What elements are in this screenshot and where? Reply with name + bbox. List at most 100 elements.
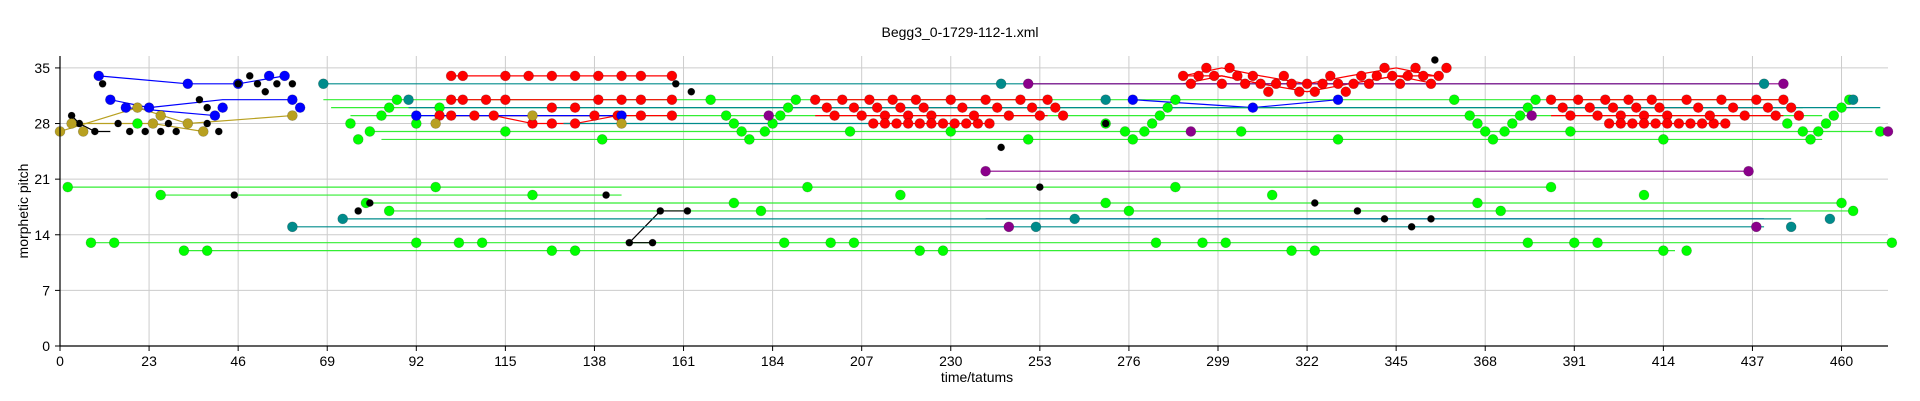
series-teal-point	[1847, 94, 1859, 105]
series-red-point	[1751, 94, 1762, 105]
series-red-point	[1402, 70, 1414, 82]
series-red-point	[1057, 110, 1069, 121]
y-tick-label: 35	[34, 60, 50, 76]
series-red-point	[1216, 78, 1228, 90]
series-red-point	[1208, 70, 1220, 82]
series-green-point	[1514, 110, 1526, 121]
series-green-point	[1638, 189, 1650, 201]
series-red-point	[891, 118, 902, 129]
series-red-point	[945, 94, 957, 105]
series-red-point	[1177, 70, 1189, 82]
series-green-point	[1507, 118, 1518, 129]
series-red-point	[1739, 110, 1751, 121]
series-black-point	[172, 127, 181, 136]
series-green-point	[1162, 102, 1173, 113]
series-red-point	[1332, 78, 1344, 90]
series-blue-point	[182, 78, 194, 90]
series-red-point	[1278, 70, 1290, 82]
series-green-point	[825, 237, 837, 249]
series-green-point	[1545, 181, 1557, 193]
series-green-point	[476, 237, 488, 249]
series-olive-point	[527, 110, 538, 121]
series-red-point	[500, 70, 511, 82]
series-points	[54, 56, 1898, 256]
series-red-point	[980, 94, 991, 105]
series-green-point	[1886, 237, 1898, 249]
series-red-point	[1224, 62, 1235, 74]
series-black-point	[230, 191, 239, 199]
series-black-point	[1101, 119, 1110, 128]
series-red-point	[1681, 94, 1692, 105]
series-red-point	[546, 102, 558, 113]
series-green-point	[1150, 237, 1162, 249]
series-red-point	[1704, 110, 1716, 121]
chart-title: Begg3_0-1729-112-1.xml	[882, 24, 1039, 40]
series-red-point	[1301, 78, 1313, 90]
x-tick-label: 345	[1384, 353, 1408, 369]
x-tick-label: 230	[939, 353, 963, 369]
series-purple-point	[1003, 221, 1015, 233]
series-red-point	[1270, 78, 1282, 90]
series-red-point	[1630, 102, 1642, 113]
series-green-point	[1170, 181, 1181, 193]
series-blue-point	[279, 70, 290, 82]
y-tick-label: 28	[34, 116, 50, 132]
x-tick-label: 437	[1741, 353, 1765, 369]
series-black-point	[203, 103, 212, 112]
series-black-point	[261, 87, 270, 96]
series-red-point	[1294, 86, 1305, 98]
series-red-point	[1003, 110, 1015, 121]
series-red-point	[856, 110, 867, 121]
series-green-point	[782, 102, 794, 113]
series-red-point	[1185, 78, 1197, 90]
series-green-point	[1487, 134, 1499, 145]
x-tick-label: 138	[583, 353, 607, 369]
series-red-point	[848, 102, 860, 113]
series-green-point	[744, 134, 755, 145]
series-green-point	[1309, 245, 1321, 256]
series-black-point	[1427, 214, 1435, 223]
series-teal-point	[1100, 94, 1111, 105]
series-teal-point	[1824, 213, 1836, 225]
series-red-point	[445, 110, 457, 121]
x-tick-label: 115	[494, 353, 517, 369]
series-red-point	[1762, 102, 1774, 113]
series-purple-point	[1882, 126, 1894, 137]
series-blue-point	[143, 102, 155, 113]
x-tick-label: 414	[1652, 353, 1676, 369]
y-tick-label: 7	[42, 282, 50, 298]
series-green-point	[1847, 205, 1859, 217]
series-green-point	[596, 134, 608, 145]
series-red-point	[616, 70, 627, 82]
series-red-point	[1685, 118, 1696, 129]
series-green-point	[1565, 126, 1576, 137]
series-red-point	[1317, 78, 1328, 90]
series-blue-point	[217, 102, 228, 113]
series-red-point	[960, 118, 972, 129]
series-green-point	[1479, 126, 1491, 137]
series-red-point	[1394, 78, 1406, 90]
series-red-point	[1348, 78, 1359, 90]
series-red-point	[868, 118, 879, 129]
series-black-point	[997, 143, 1006, 152]
x-tick-label: 161	[672, 353, 696, 369]
series-red-point	[1363, 78, 1375, 90]
series-blue-point	[209, 110, 221, 121]
series-red-point	[569, 102, 581, 113]
series-red-point	[837, 94, 848, 105]
series-green-point	[1820, 118, 1832, 129]
series-red-point	[569, 118, 581, 129]
series-black-point	[125, 127, 134, 136]
series-teal-point	[1758, 78, 1770, 90]
series-red-point	[1309, 86, 1321, 98]
series-red-point	[1193, 70, 1204, 82]
series-green-point	[1782, 118, 1793, 129]
series-purple-point	[1778, 78, 1789, 90]
series-red-point	[1727, 102, 1739, 113]
series-olive-point	[197, 126, 209, 137]
x-axis-label: time/tatums	[941, 369, 1013, 385]
series-green-point	[1522, 237, 1534, 249]
series-olive-point	[147, 118, 159, 129]
series-green-point	[1681, 245, 1692, 256]
series-green-point	[391, 94, 403, 105]
